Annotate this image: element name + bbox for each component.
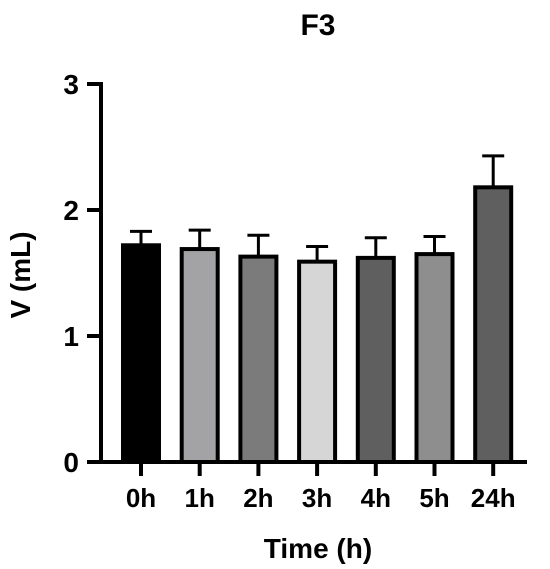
y-tick-label: 1 bbox=[63, 321, 79, 352]
y-tick-label: 0 bbox=[63, 447, 79, 478]
y-axis-label: V (mL) bbox=[5, 231, 36, 318]
x-tick-label: 3h bbox=[302, 483, 332, 513]
x-tick-label: 1h bbox=[185, 483, 215, 513]
chart-title: F3 bbox=[300, 9, 335, 42]
y-tick-label: 2 bbox=[63, 195, 79, 226]
bar-2h bbox=[238, 254, 279, 464]
x-tick-label: 4h bbox=[361, 483, 391, 513]
y-tick-label: 3 bbox=[63, 69, 79, 100]
plot-area: 0 1 2 3 0h 1h 2h 3h 4h 5h 24h bbox=[63, 69, 527, 513]
x-tick-label: 0h bbox=[126, 483, 156, 513]
bar-1h bbox=[179, 247, 220, 464]
bar-4h bbox=[355, 255, 396, 464]
x-tick-label: 2h bbox=[243, 483, 273, 513]
x-tick-label: 5h bbox=[419, 483, 449, 513]
x-tick-label: 24h bbox=[471, 483, 516, 513]
bar-0h bbox=[121, 243, 161, 464]
bar-3h bbox=[297, 259, 338, 464]
x-axis-label: Time (h) bbox=[264, 533, 372, 564]
bar-5h bbox=[414, 252, 455, 464]
bar-24h bbox=[473, 185, 514, 464]
